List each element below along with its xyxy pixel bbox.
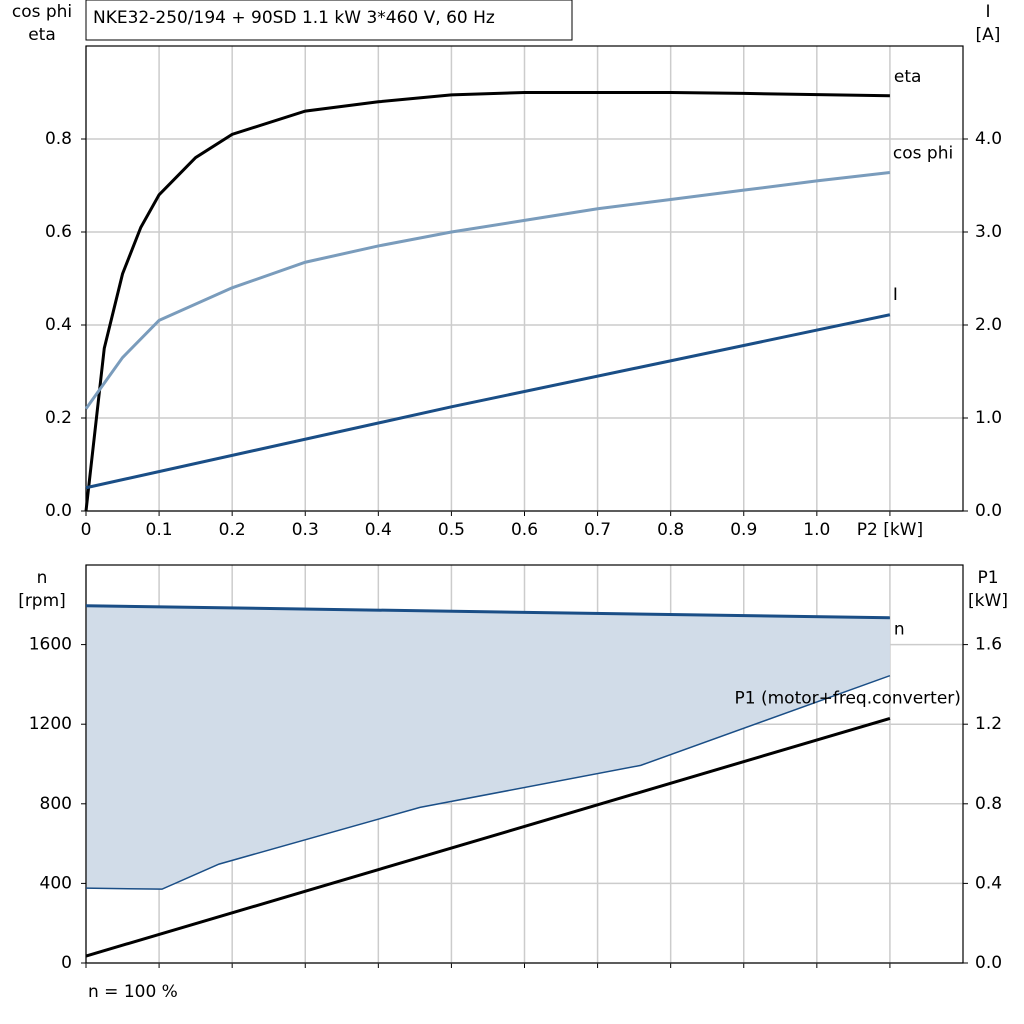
y2-tick-label: 3.0	[975, 222, 1002, 242]
series-label: eta	[894, 67, 922, 87]
x-tick-label: 0.7	[584, 520, 611, 540]
x-tick-label: 0.4	[365, 520, 392, 540]
chart-title: NKE32-250/194 + 90SD 1.1 kW 3*460 V, 60 …	[93, 8, 495, 28]
y-tick-label: 0.8	[45, 129, 72, 149]
x-tick-label: 0.1	[146, 520, 173, 540]
y2-tick-label: 0.0	[975, 501, 1002, 521]
series-label: n	[894, 620, 905, 640]
title-box	[85, 0, 573, 41]
y2-tick-label: 4.0	[975, 129, 1002, 149]
y2-tick-label: 2.0	[975, 315, 1002, 335]
x-tick-label: 0.6	[511, 520, 538, 540]
series-label: I	[893, 285, 898, 305]
y-tick-label: 1200	[29, 714, 72, 734]
y-axis-title: cos phi	[12, 2, 72, 22]
x-tick-label: 0.8	[657, 520, 684, 540]
y-tick-label: 0	[61, 953, 72, 973]
series-line	[85, 674, 891, 890]
y2-axis-title: [A]	[976, 25, 1001, 45]
y2-tick-label: 0.8	[975, 794, 1002, 814]
y-tick-label: 0.2	[45, 408, 72, 428]
plot-frame	[85, 564, 964, 964]
y-tick-label: 400	[40, 873, 72, 893]
y-tick-label: 800	[40, 794, 72, 814]
y2-tick-label: 1.2	[975, 714, 1002, 734]
series-label: P1 (motor+freq.converter)	[735, 688, 961, 708]
y-tick-label: 0.6	[45, 222, 72, 242]
x-tick-label: 1.0	[803, 520, 830, 540]
y2-tick-label: 1.0	[975, 408, 1002, 428]
y2-tick-label: 0.0	[975, 953, 1002, 973]
x-tick-label: P2 [kW]	[857, 520, 923, 540]
series-line	[85, 313, 891, 490]
x-tick-label: 0.9	[730, 520, 757, 540]
y-tick-label: 1600	[29, 635, 72, 655]
y-tick-label: 0.4	[45, 315, 72, 335]
series-line	[84, 91, 890, 512]
y2-tick-label: 1.6	[975, 635, 1002, 655]
y2-axis-title: P1	[977, 568, 998, 588]
x-tick-label: 0.3	[292, 520, 319, 540]
y2-axis-title: I	[985, 2, 990, 22]
y-axis-title: n	[37, 568, 48, 588]
x-tick-label: 0.2	[219, 520, 246, 540]
x-tick-label: 0.5	[438, 520, 465, 540]
series-label: cos phi	[893, 143, 953, 163]
plot-frame	[85, 45, 964, 512]
x-tick-label: 0	[81, 520, 92, 540]
series-line	[85, 604, 890, 620]
y-axis-title: [rpm]	[18, 591, 66, 611]
y-axis-title: eta	[28, 25, 56, 45]
y2-tick-label: 0.4	[975, 873, 1002, 893]
series-line	[84, 170, 891, 410]
note: n = 100 %	[88, 982, 178, 1002]
y2-axis-title: [kW]	[968, 591, 1008, 611]
range-fill	[86, 605, 890, 890]
y-tick-label: 0.0	[45, 501, 72, 521]
series-line	[85, 716, 891, 958]
